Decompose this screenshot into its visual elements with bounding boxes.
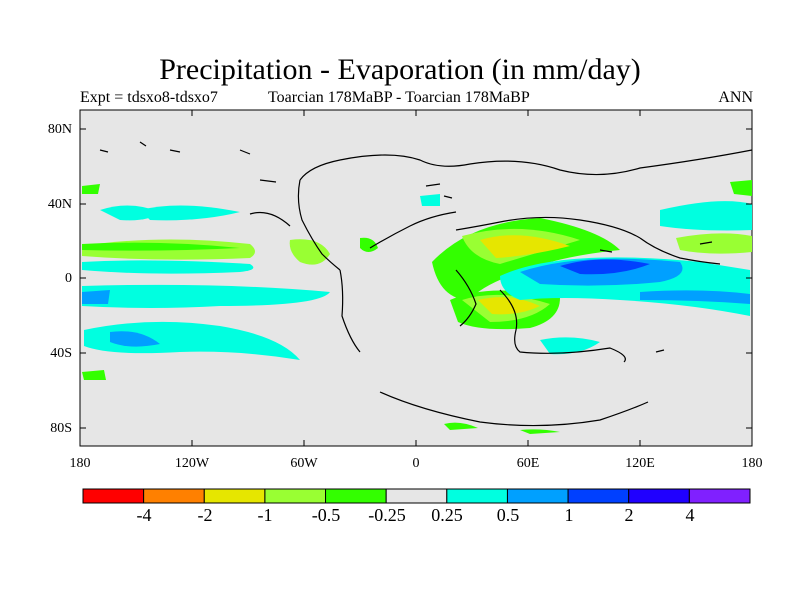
y-tick-label: 40S <box>50 346 72 361</box>
coastline <box>99 141 713 353</box>
coastline <box>297 179 341 271</box>
coastline <box>455 269 477 327</box>
colorbar-label: 0.25 <box>431 505 463 525</box>
field-region <box>360 237 378 252</box>
colorbar-swatch <box>446 488 508 504</box>
colorbar-swatch <box>506 488 569 504</box>
colorbar-label: -0.25 <box>368 505 406 525</box>
coastline <box>639 237 721 265</box>
colorbar-label: 2 <box>624 505 634 525</box>
field-region <box>140 205 240 221</box>
colorbar-label: -1 <box>257 505 273 525</box>
colorbar <box>82 488 751 504</box>
field-region <box>289 239 330 265</box>
colorbar-label: 1 <box>564 505 574 525</box>
colorbar-label: 4 <box>685 505 695 525</box>
field-region <box>82 290 110 304</box>
field-region <box>640 290 750 304</box>
coastline <box>455 216 641 239</box>
field-region <box>82 242 240 251</box>
x-tick-label: 60E <box>516 456 540 471</box>
plot-title: Precipitation - Evaporation (in mm/day) <box>159 53 641 86</box>
colorbar-swatch <box>628 488 690 504</box>
field-region <box>84 321 300 360</box>
y-tick-label: 40N <box>47 197 72 212</box>
colorbar-swatch <box>203 488 266 504</box>
field-region <box>478 297 540 315</box>
x-tick-label: 180 <box>741 456 763 471</box>
colorbar-label: -2 <box>197 505 213 525</box>
field-region <box>82 370 106 380</box>
colorbar-label: -0.5 <box>311 505 341 525</box>
experiment-label: Expt = tdsxo8-tdsxo7 <box>80 89 218 106</box>
colorbar-swatch <box>82 488 145 504</box>
field-region <box>520 429 560 434</box>
coastline <box>339 269 361 353</box>
colorbar-swatch <box>567 488 630 504</box>
field-region <box>676 233 752 254</box>
colorbar-swatch <box>385 488 448 504</box>
field-region <box>444 422 478 430</box>
y-tick-label: 80S <box>50 421 72 436</box>
colorbar-swatch <box>325 488 387 504</box>
field-region <box>540 337 600 355</box>
field-region <box>82 184 100 194</box>
colorbar-label: 0.5 <box>496 505 520 525</box>
field-region <box>82 260 254 274</box>
field-region <box>730 180 752 196</box>
coastline <box>249 211 291 227</box>
field-region <box>110 331 160 347</box>
colorbar-swatch <box>264 488 327 504</box>
field-region <box>560 259 650 275</box>
coastline <box>299 149 753 181</box>
coastlines <box>99 141 753 427</box>
coastline <box>499 289 626 363</box>
x-tick-label: 180 <box>69 456 91 471</box>
colorbar-swatch <box>688 488 751 504</box>
y-axis-ticks <box>80 128 752 429</box>
field-region <box>82 284 330 308</box>
colorbar-label: -4 <box>136 505 152 525</box>
field-region <box>420 194 440 206</box>
field-region <box>480 235 570 258</box>
x-tick-label: 120E <box>625 456 655 471</box>
field-contours <box>82 180 752 434</box>
y-tick-label: 80N <box>47 122 72 137</box>
x-tick-label: 0 <box>412 456 420 471</box>
coastline <box>369 211 457 249</box>
x-axis-ticks <box>191 110 641 446</box>
y-tick-label: 0 <box>65 271 72 286</box>
coastline <box>379 391 649 427</box>
period-label: Toarcian 178MaBP - Toarcian 178MaBP <box>268 89 530 106</box>
x-tick-label: 120W <box>174 456 210 471</box>
season-label: ANN <box>718 89 753 106</box>
colorbar-swatch <box>143 488 205 504</box>
field-region <box>660 201 752 231</box>
x-tick-label: 60W <box>290 456 318 471</box>
